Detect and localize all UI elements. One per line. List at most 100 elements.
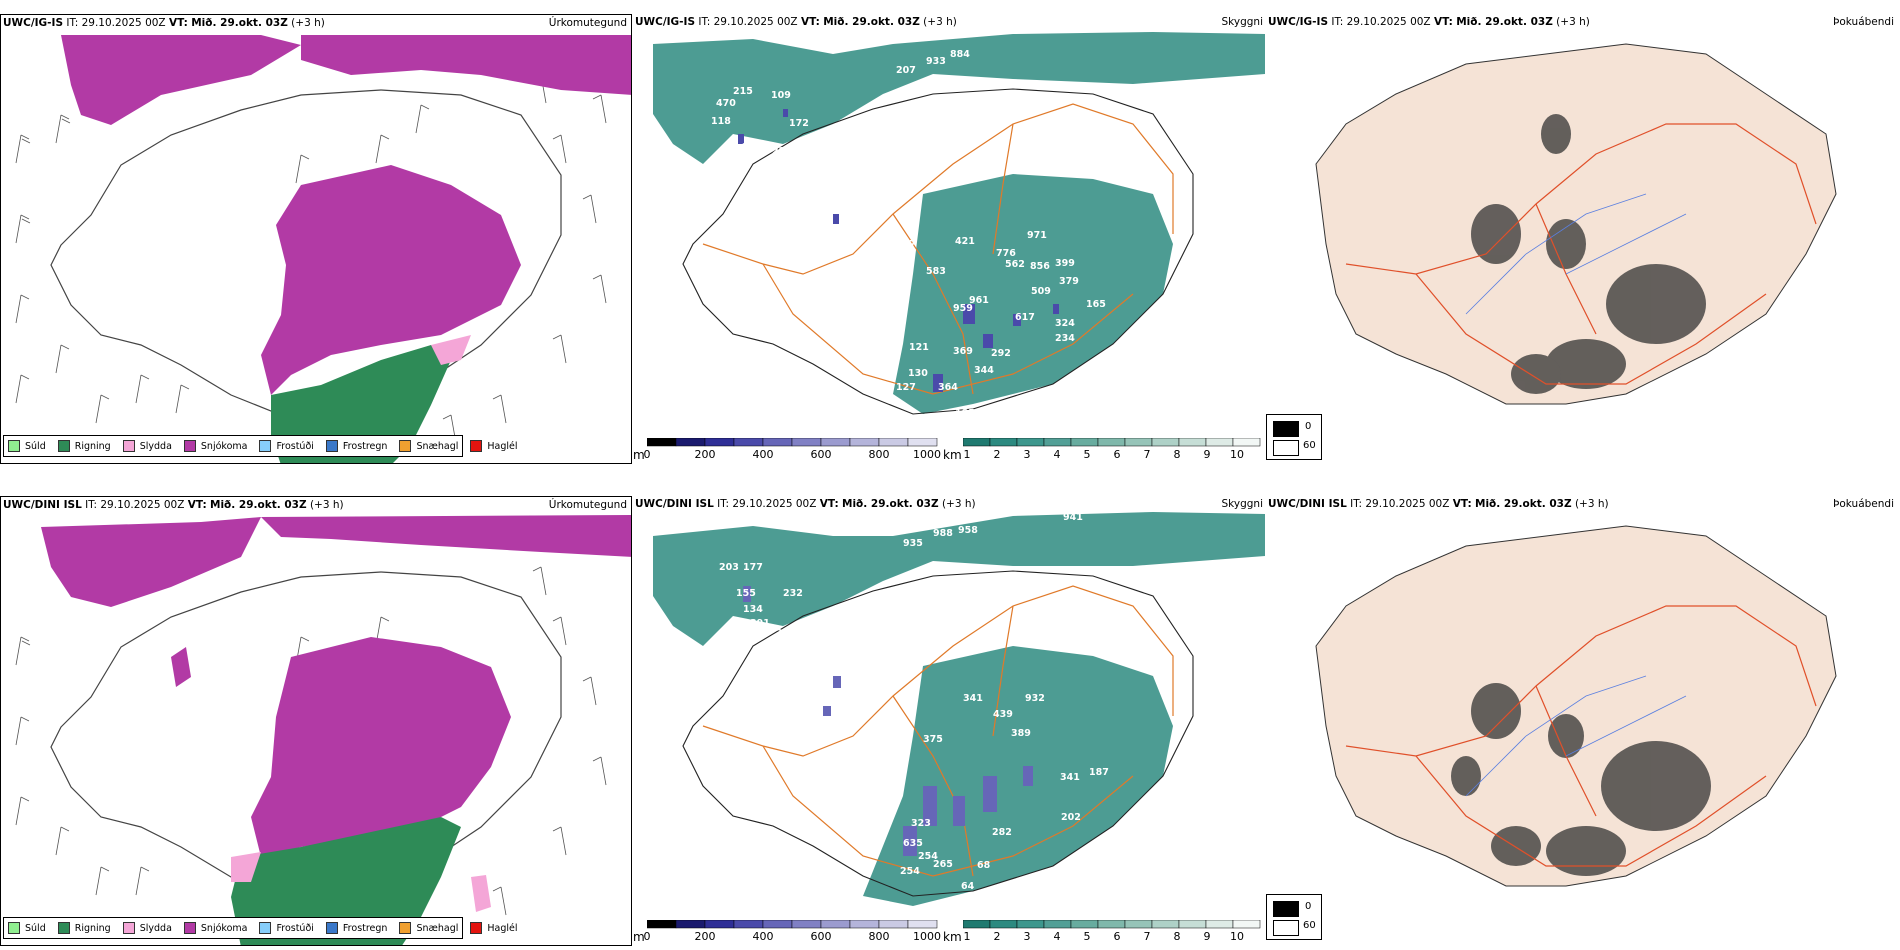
tick-label: 600 — [810, 448, 832, 461]
svg-text:884: 884 — [950, 49, 970, 60]
svg-text:375: 375 — [923, 734, 943, 745]
rivers — [1465, 193, 1687, 315]
legend-item: Súld — [8, 440, 46, 452]
svg-text:155: 155 — [736, 588, 756, 599]
legend-swatch — [8, 440, 20, 452]
tick-label: 800 — [868, 930, 890, 943]
fog-scale: 0 60 — [1266, 894, 1322, 940]
rain-area — [231, 817, 461, 945]
tick-label: 8 — [1173, 448, 1181, 461]
precip-type-panel: UWC/IG-IS IT: 29.10.2025 00Z VT: Mið. 29… — [0, 14, 632, 464]
legend-item: Súld — [8, 922, 46, 934]
svg-text:856: 856 — [1030, 261, 1050, 272]
panel-header: UWC/DINI ISL IT: 29.10.2025 00Z VT: Mið.… — [635, 498, 976, 510]
svg-text:379: 379 — [1059, 276, 1079, 287]
svg-text:399: 399 — [1055, 258, 1075, 269]
legend-swatch — [183, 922, 196, 934]
svg-text:177: 177 — [743, 562, 763, 573]
legend-item: Snjókoma — [183, 922, 247, 934]
snow-areas — [41, 515, 631, 857]
legend-item: Snæhagl — [399, 440, 458, 452]
legend-item: Snæhagl — [399, 922, 458, 934]
svg-text:971: 971 — [1027, 230, 1047, 241]
legend-swatch — [8, 922, 20, 934]
tick-label: 2 — [993, 930, 1001, 943]
svg-text:364: 364 — [938, 382, 958, 393]
tick-label: 400 — [752, 930, 774, 943]
panel-header: UWC/IG-IS IT: 29.10.2025 00Z VT: Mið. 29… — [635, 16, 957, 28]
svg-text:254: 254 — [900, 866, 920, 877]
legend-swatch — [325, 922, 338, 934]
legend-swatch — [57, 922, 70, 934]
legend-swatch — [259, 922, 272, 934]
svg-text:202: 202 — [1061, 812, 1081, 823]
legend-swatch — [259, 440, 272, 452]
tick-label: 4 — [1053, 930, 1061, 943]
field-name: Þokuábendi — [1833, 16, 1894, 28]
visibility-colorbar: km 1 2 3 4 5 6 7 8 9 10 — [943, 920, 1263, 944]
field-name: Skyggni — [1221, 498, 1264, 510]
sleet-edge — [431, 335, 471, 365]
tick-label: 6 — [1113, 930, 1121, 943]
precip-legend: Súld Rigning Slydda Snjókoma Frostúði Fr… — [3, 917, 518, 939]
svg-text:933: 933 — [926, 56, 946, 67]
fog-scale: 0 60 — [1266, 414, 1322, 460]
svg-text:209: 209 — [773, 161, 793, 172]
svg-text:282: 282 — [992, 827, 1012, 838]
legend-item: Haglél — [470, 440, 518, 452]
legend-item: Haglél — [470, 922, 518, 934]
cloud-visibility-map: 215 109 470 172 118 238 224 209 207 933 … — [653, 32, 1265, 421]
tick-label: 1 — [963, 448, 971, 461]
svg-text:137: 137 — [896, 239, 916, 250]
cloud-base-labels: 215 109 470 172 118 238 224 209 207 933 … — [711, 49, 1106, 421]
tick-label: 3 — [1023, 448, 1031, 461]
visibility-colorbar-swatches — [963, 920, 1261, 929]
svg-text:165: 165 — [1086, 299, 1106, 310]
legend-item: Frostregn — [325, 440, 387, 452]
legend-item: Rigning — [57, 440, 111, 452]
fog-scale-top: 0 — [1305, 421, 1312, 432]
tick-label: 5 — [1083, 448, 1091, 461]
svg-text:323: 323 — [911, 818, 931, 829]
tick-label: 600 — [810, 930, 832, 943]
fog-scale-bottom: 60 — [1303, 440, 1316, 451]
svg-text:118: 118 — [711, 116, 731, 127]
svg-text:224: 224 — [772, 146, 792, 157]
tick-label: 400 — [752, 448, 774, 461]
svg-text:185: 185 — [955, 408, 975, 419]
svg-text:959: 959 — [953, 303, 973, 314]
tick-label: 200 — [694, 930, 716, 943]
svg-text:207: 207 — [896, 65, 916, 76]
visibility-unit: km — [943, 448, 962, 462]
cloud-base-colorbar-swatches — [647, 438, 938, 447]
svg-text:988: 988 — [933, 528, 953, 539]
visibility-teal-area — [653, 32, 1265, 164]
visibility-unit: km — [943, 930, 962, 944]
svg-text:121: 121 — [909, 342, 929, 353]
cloud-base-labels: 203 177 935 988 958 941 155 232 134 391 … — [719, 512, 1109, 919]
svg-text:324: 324 — [1055, 318, 1075, 329]
rain-area — [271, 345, 451, 463]
roads — [702, 103, 1174, 395]
panel-header: UWC/DINI ISL IT: 29.10.2025 00Z VT: Mið.… — [1268, 498, 1609, 510]
legend-item: Slydda — [122, 922, 172, 934]
cloud-base-speckles — [738, 109, 1059, 392]
precip-type-map — [15, 515, 631, 945]
svg-text:265: 265 — [933, 859, 953, 870]
sleet-edge — [471, 875, 491, 912]
island-outline — [682, 88, 1194, 415]
tick-label: 9 — [1203, 930, 1211, 943]
svg-text:341: 341 — [963, 693, 983, 704]
cloud-base-colorbar: m 0 200 400 600 800 1000 — [633, 438, 941, 462]
fog-scale-swatch-light — [1273, 440, 1299, 456]
panel-header: UWC/DINI ISL IT: 29.10.2025 00Z VT: Mið.… — [3, 499, 344, 511]
svg-text:635: 635 — [903, 838, 923, 849]
rivers — [1465, 675, 1687, 797]
cloud-base-unit: m — [633, 930, 645, 944]
panel-header: UWC/IG-IS IT: 29.10.2025 00Z VT: Mið. 29… — [1268, 16, 1590, 28]
svg-text:219: 219 — [926, 908, 946, 919]
tick-label: 4 — [1053, 448, 1061, 461]
fog-indicator-map — [1315, 43, 1837, 405]
field-name: Úrkomutegund — [548, 499, 627, 511]
fog-indicator-panel: UWC/DINI ISL IT: 29.10.2025 00Z VT: Mið.… — [1266, 496, 1900, 946]
